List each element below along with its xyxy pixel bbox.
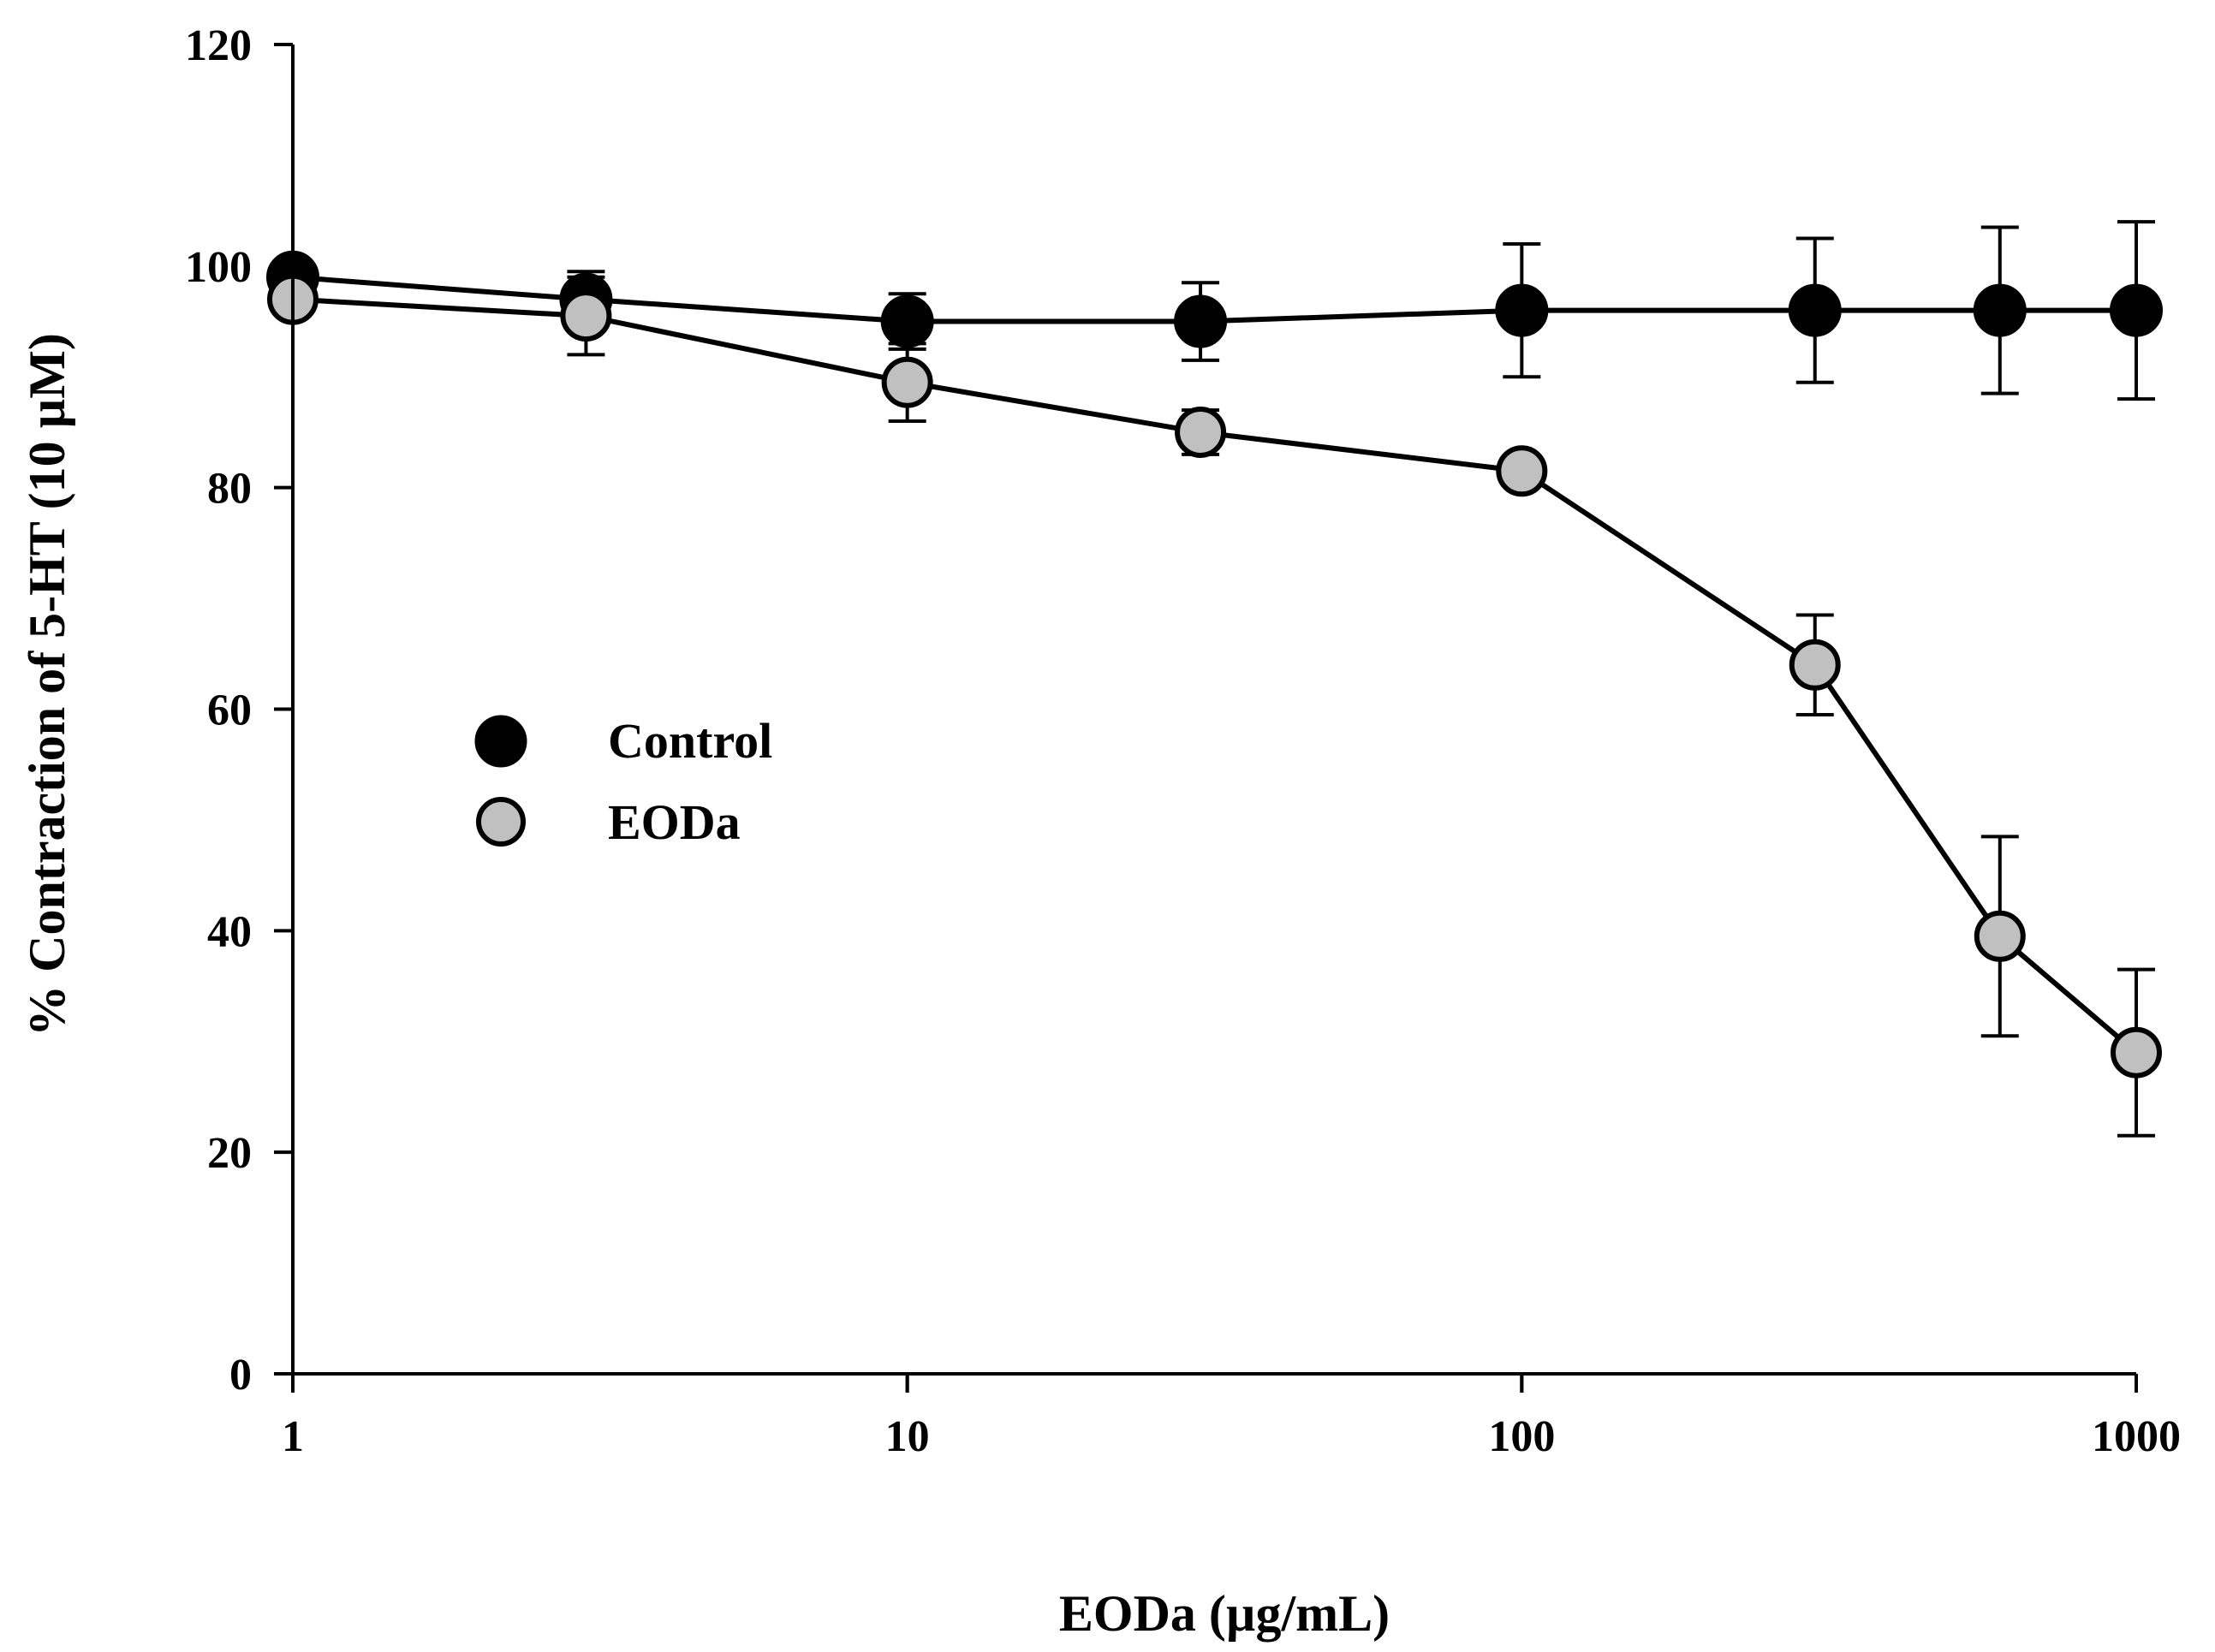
legend-control-label: Control bbox=[608, 713, 772, 769]
x-tick-label: 1 bbox=[282, 1412, 304, 1461]
legend-eoda-marker bbox=[476, 797, 526, 847]
eoda-point bbox=[2111, 1026, 2162, 1079]
y-tick-label: 0 bbox=[229, 1351, 252, 1399]
y-tick-label: 60 bbox=[207, 686, 252, 735]
eoda-point bbox=[1789, 639, 1841, 691]
y-tick-label: 100 bbox=[185, 243, 252, 292]
control-point bbox=[1973, 283, 2027, 337]
control-point bbox=[1788, 283, 1842, 337]
eoda-line bbox=[292, 296, 2138, 1055]
x-tick-label: 10 bbox=[885, 1412, 930, 1461]
legend-control-marker bbox=[474, 715, 527, 768]
eoda-point bbox=[1974, 910, 2026, 962]
control-line bbox=[292, 274, 2136, 324]
x-axis-title: EODa (µg/mL) bbox=[1059, 1585, 1390, 1642]
y-tick-label: 120 bbox=[185, 21, 252, 70]
eoda-point bbox=[881, 356, 933, 408]
control-point bbox=[1495, 283, 1549, 337]
series-lines bbox=[292, 274, 2138, 1055]
legend-eoda-label: EODa bbox=[608, 794, 741, 850]
x-tick-label: 1000 bbox=[2092, 1412, 2181, 1461]
control-point bbox=[1174, 294, 1228, 348]
y-tick-label: 80 bbox=[207, 465, 252, 514]
x-tick-label: 100 bbox=[1488, 1412, 1555, 1461]
x-tick-labels: 1 10 100 1000 bbox=[282, 1412, 2181, 1461]
eoda-point bbox=[560, 290, 612, 342]
control-point bbox=[2110, 283, 2163, 337]
y-tick-label: 20 bbox=[207, 1129, 252, 1178]
eoda-point bbox=[1175, 406, 1227, 458]
control-point bbox=[880, 294, 934, 348]
y-tick-labels: 0 20 40 60 80 100 120 bbox=[185, 21, 252, 1399]
axis-ticks bbox=[274, 43, 2138, 1393]
series-markers bbox=[266, 250, 2163, 1079]
legend: Control EODa bbox=[474, 713, 772, 850]
y-tick-label: 40 bbox=[207, 907, 252, 956]
eoda-point bbox=[1496, 445, 1548, 497]
y-axis-title: % Contraction of 5-HT (10 µM) bbox=[19, 333, 75, 1037]
